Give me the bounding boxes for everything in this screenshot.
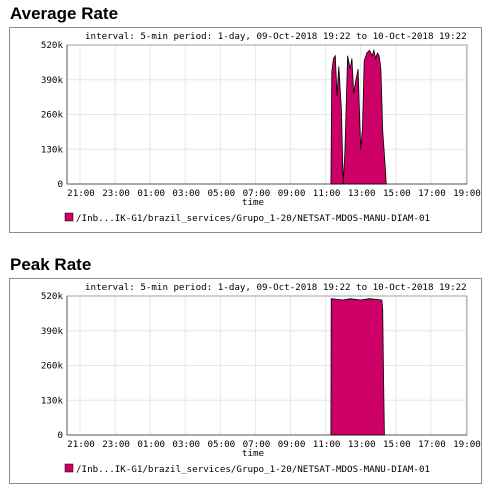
x-tick-label: 15:00 — [383, 439, 411, 450]
y-tick-label: 0 — [57, 430, 63, 441]
legend-label: /Inb...IK-G1/brazil_services/Grupo_1-20/… — [76, 464, 430, 475]
legend-label: /Inb...IK-G1/brazil_services/Grupo_1-20/… — [76, 213, 430, 224]
x-tick-label: 23:00 — [102, 439, 130, 450]
y-tick-label: 390k — [41, 326, 64, 337]
x-tick-label: 21:00 — [67, 439, 95, 450]
x-tick-label: 01:00 — [137, 439, 165, 450]
x-tick-label: 05:00 — [208, 188, 236, 199]
x-tick-label: 15:00 — [383, 188, 411, 199]
x-tick-label: 03:00 — [172, 188, 200, 199]
x-tick-label: 11:00 — [313, 439, 341, 450]
x-tick-label: 05:00 — [208, 439, 236, 450]
x-tick-label: 23:00 — [102, 188, 130, 199]
chart-header: interval: 5-min period: 1-day, 09-Oct-20… — [85, 31, 467, 42]
peak-rate-chart: interval: 5-min period: 1-day, 09-Oct-20… — [41, 282, 481, 475]
y-tick-label: 130k — [41, 144, 64, 155]
x-axis-label: time — [242, 448, 264, 459]
legend-swatch — [64, 463, 74, 473]
y-tick-label: 260k — [41, 110, 64, 121]
chart-header: interval: 5-min period: 1-day, 09-Oct-20… — [85, 282, 467, 293]
peak-rate-chart-panel: interval: 5-min period: 1-day, 09-Oct-20… — [9, 278, 482, 484]
series-area — [330, 298, 385, 436]
x-tick-label: 09:00 — [278, 439, 306, 450]
x-tick-label: 07:00 — [243, 439, 271, 450]
y-tick-label: 520k — [41, 40, 64, 51]
peak-rate-title: Peak Rate — [10, 255, 92, 274]
x-tick-label: 13:00 — [348, 188, 376, 199]
x-tick-label: 19:00 — [453, 439, 481, 450]
average-rate-title: Average Rate — [10, 4, 119, 23]
x-tick-label: 03:00 — [172, 439, 200, 450]
x-tick-label: 21:00 — [67, 188, 95, 199]
x-tick-label: 13:00 — [348, 439, 376, 450]
x-tick-label: 17:00 — [418, 188, 446, 199]
y-tick-label: 130k — [41, 395, 64, 406]
x-axis-label: time — [242, 197, 264, 208]
y-tick-label: 260k — [41, 361, 64, 372]
y-tick-label: 390k — [41, 75, 64, 86]
y-tick-label: 520k — [41, 291, 64, 302]
y-tick-label: 0 — [57, 179, 63, 190]
x-tick-label: 01:00 — [137, 188, 165, 199]
series-area — [330, 48, 387, 185]
x-tick-label: 11:00 — [313, 188, 341, 199]
x-tick-label: 17:00 — [418, 439, 446, 450]
x-tick-label: 09:00 — [278, 188, 306, 199]
average-rate-chart-panel: interval: 5-min period: 1-day, 09-Oct-20… — [9, 27, 482, 233]
legend-swatch — [64, 212, 74, 222]
average-rate-chart: interval: 5-min period: 1-day, 09-Oct-20… — [41, 31, 481, 224]
x-tick-label: 07:00 — [243, 188, 271, 199]
x-tick-label: 19:00 — [453, 188, 481, 199]
